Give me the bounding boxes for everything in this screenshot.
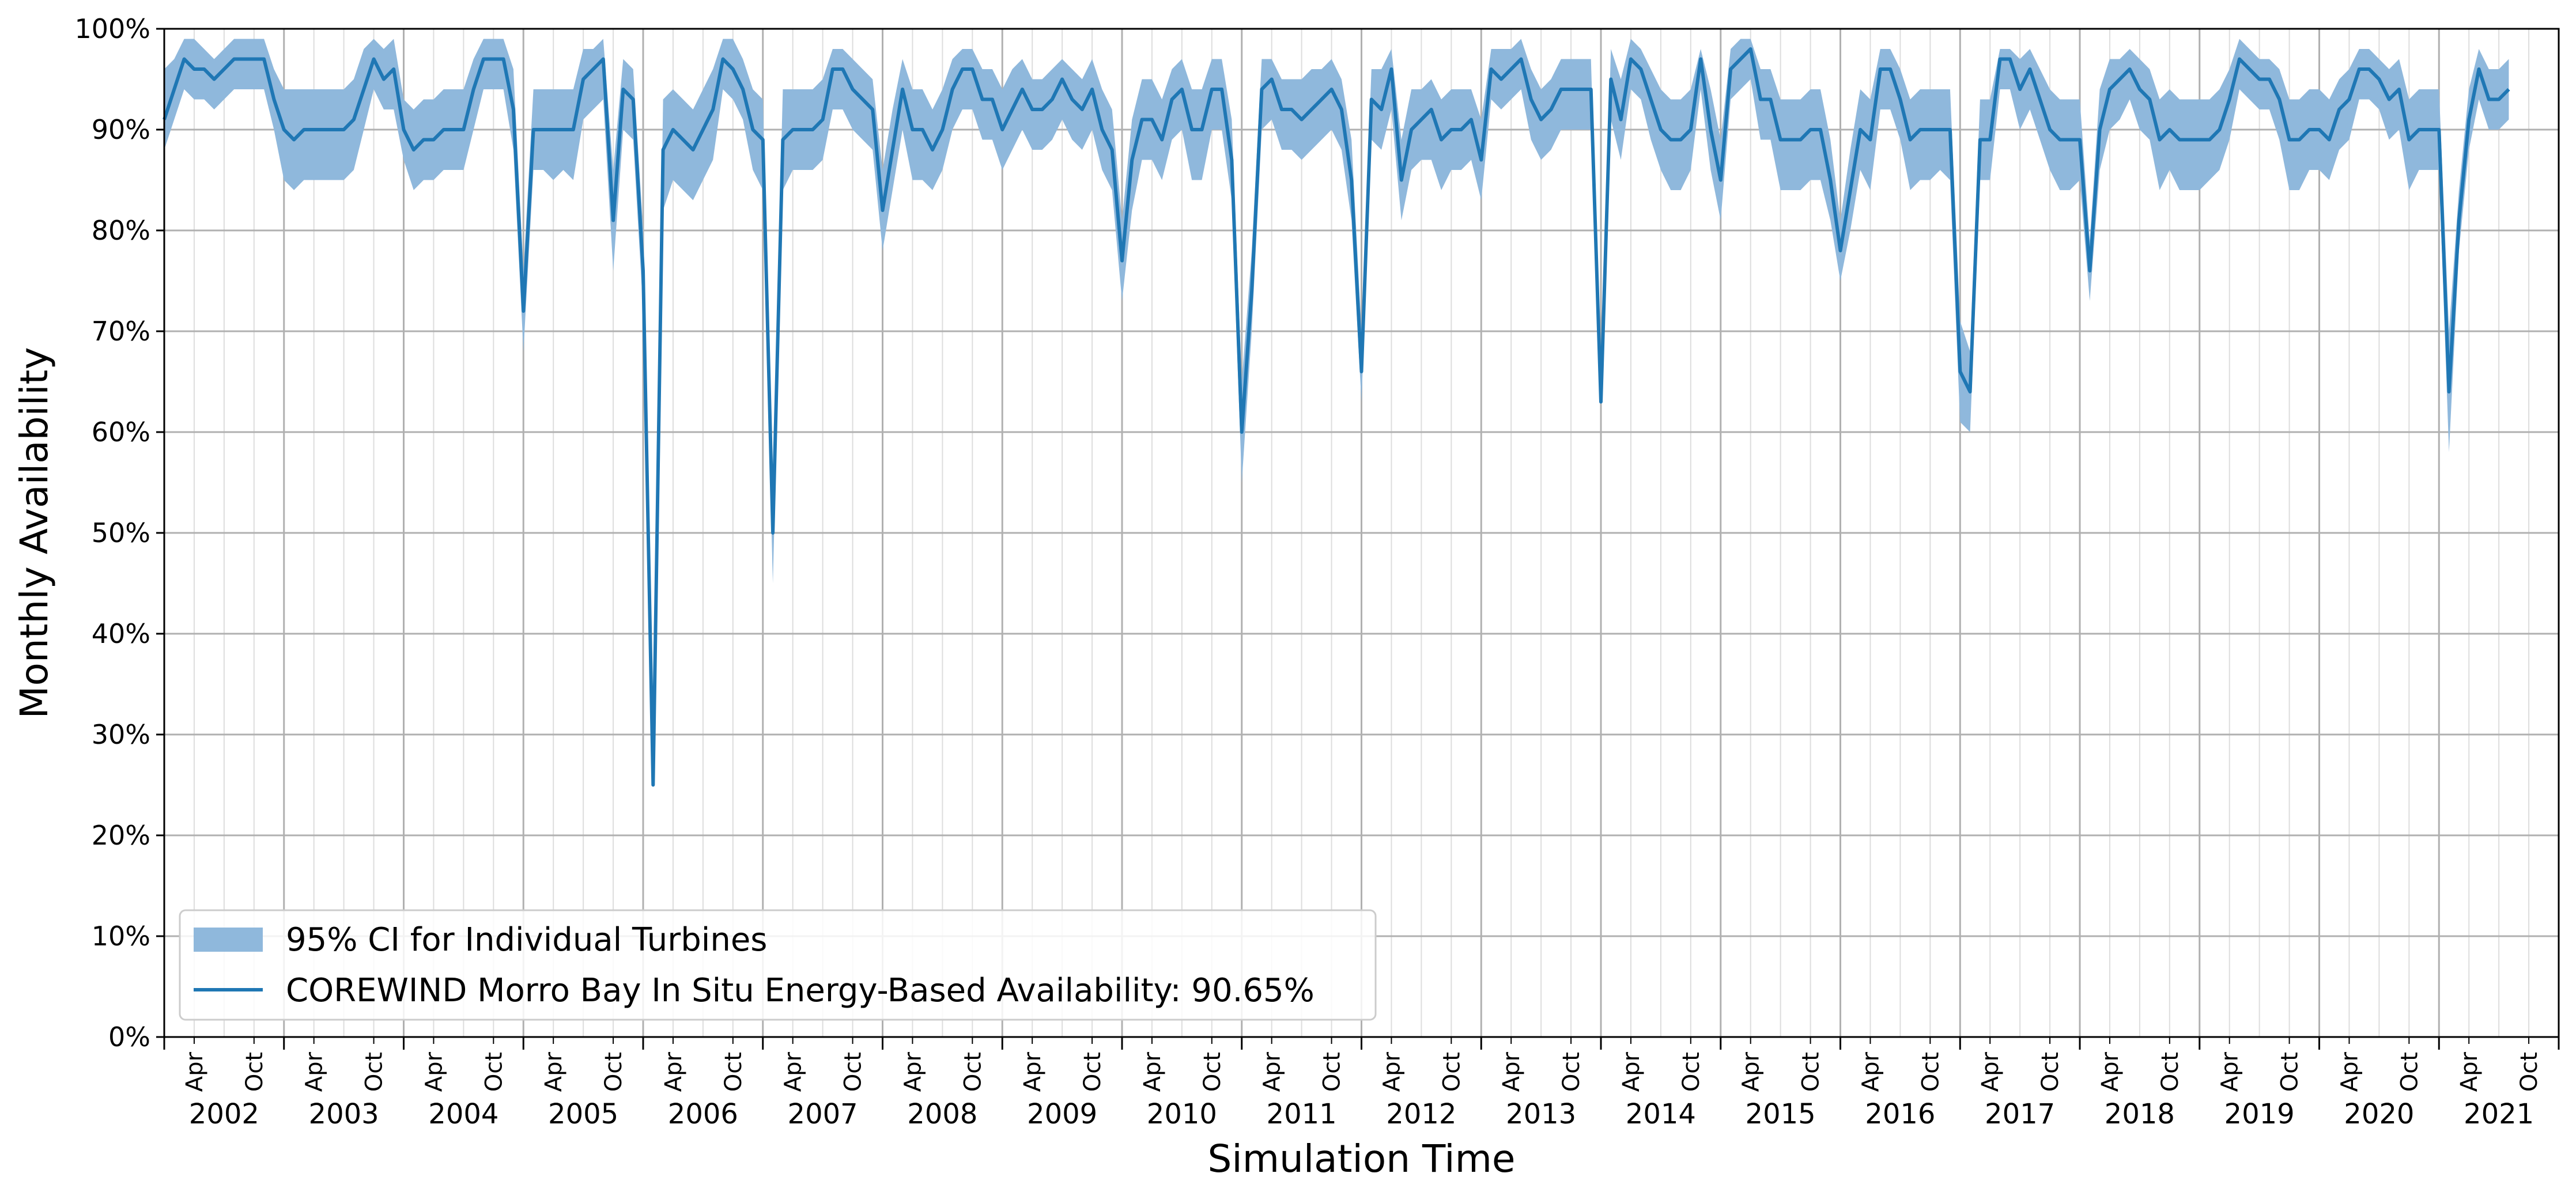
y-tick-label: 30% bbox=[92, 719, 150, 750]
legend-entry-label: 95% CI for Individual Turbines bbox=[286, 921, 767, 959]
x-month-label: Apr bbox=[1378, 1051, 1405, 1092]
y-tick-label: 40% bbox=[92, 618, 150, 649]
x-month-label: Oct bbox=[2277, 1052, 2303, 1092]
x-month-label: Apr bbox=[900, 1051, 926, 1092]
x-month-label: Oct bbox=[1798, 1052, 1825, 1092]
x-month-label: Apr bbox=[660, 1051, 687, 1092]
legend-swatch-band bbox=[194, 928, 263, 952]
x-month-label: Apr bbox=[1498, 1051, 1525, 1092]
x-year-label: 2015 bbox=[1746, 1098, 1816, 1130]
x-month-label: Oct bbox=[720, 1052, 747, 1092]
x-month-label: Oct bbox=[1319, 1052, 1346, 1092]
x-month-label: Oct bbox=[2157, 1052, 2184, 1092]
x-month-label: Apr bbox=[1977, 1051, 2004, 1092]
ci-band bbox=[164, 39, 2509, 785]
x-year-label: 2014 bbox=[1626, 1098, 1696, 1130]
x-year-label: 2013 bbox=[1506, 1098, 1576, 1130]
x-month-label: Oct bbox=[1917, 1052, 1944, 1092]
x-year-label: 2016 bbox=[1865, 1098, 1935, 1130]
x-month-label: Apr bbox=[1618, 1051, 1645, 1092]
legend-entry-label: COREWIND Morro Bay In Situ Energy-Based … bbox=[286, 972, 1315, 1009]
x-year-label: 2004 bbox=[428, 1098, 498, 1130]
x-month-label: Apr bbox=[2217, 1051, 2243, 1092]
x-year-label: 2017 bbox=[1985, 1098, 2055, 1130]
y-tick-label: 80% bbox=[92, 215, 150, 246]
x-year-label: 2009 bbox=[1027, 1098, 1097, 1130]
x-year-label: 2002 bbox=[189, 1098, 259, 1130]
x-year-label: 2021 bbox=[2464, 1098, 2534, 1130]
x-year-label: 2020 bbox=[2344, 1098, 2414, 1130]
x-year-label: 2018 bbox=[2105, 1098, 2175, 1130]
x-month-label: Oct bbox=[1678, 1052, 1705, 1092]
x-axis-label: Simulation Time bbox=[1207, 1137, 1515, 1181]
legend: 95% CI for Individual Turbines COREWIND M… bbox=[179, 909, 1377, 1021]
y-tick-label: 100% bbox=[74, 13, 150, 44]
x-year-label: 2008 bbox=[907, 1098, 977, 1130]
x-month-label: Oct bbox=[1079, 1052, 1106, 1092]
x-year-label: 2006 bbox=[668, 1098, 738, 1130]
x-year-label: 2011 bbox=[1267, 1098, 1337, 1130]
x-month-label: Oct bbox=[1438, 1052, 1465, 1092]
x-month-label: Apr bbox=[2456, 1051, 2483, 1092]
x-month-label: Oct bbox=[481, 1052, 507, 1092]
y-tick-label: 20% bbox=[92, 820, 150, 851]
y-tick-label: 0% bbox=[108, 1021, 150, 1053]
legend-box bbox=[179, 909, 1377, 1021]
x-month-label: Apr bbox=[1139, 1051, 1166, 1092]
x-month-label: Oct bbox=[600, 1052, 627, 1092]
x-month-label: Oct bbox=[960, 1052, 986, 1092]
y-tick-label: 60% bbox=[92, 417, 150, 448]
x-year-label: 2012 bbox=[1386, 1098, 1456, 1130]
x-month-label: Apr bbox=[1019, 1051, 1046, 1092]
y-tick-label: 70% bbox=[92, 316, 150, 347]
x-month-label: Oct bbox=[241, 1052, 268, 1092]
x-month-label: Apr bbox=[301, 1051, 328, 1092]
x-month-label: Apr bbox=[182, 1051, 208, 1092]
y-tick-label: 10% bbox=[92, 921, 150, 952]
y-axis-label: Monthly Availability bbox=[12, 347, 56, 719]
x-month-label: Oct bbox=[2396, 1052, 2423, 1092]
x-month-label: Oct bbox=[1199, 1052, 1226, 1092]
x-month-label: Oct bbox=[840, 1052, 867, 1092]
plot-area bbox=[163, 39, 2510, 787]
x-year-label: 2003 bbox=[309, 1098, 379, 1130]
x-month-label: Apr bbox=[1857, 1051, 1884, 1092]
x-month-label: Apr bbox=[780, 1051, 807, 1092]
x-month-label: Apr bbox=[2097, 1051, 2124, 1092]
x-month-label: Oct bbox=[1558, 1052, 1585, 1092]
x-year-label: 2019 bbox=[2224, 1098, 2295, 1130]
x-month-label: Oct bbox=[2516, 1052, 2543, 1092]
x-month-label: Oct bbox=[2037, 1052, 2064, 1092]
availability-line bbox=[163, 47, 2510, 787]
x-year-label: 2010 bbox=[1147, 1098, 1217, 1130]
x-axis-ticks: Apr Oct 2002 Apr Oct 2003 Apr Oct 2004 Apr Oct 2005… bbox=[163, 1037, 2560, 1130]
y-axis-ticks: 0% 10% 20% 30% 40% 50% 60% 70% 80% 90% 100% bbox=[74, 13, 164, 1053]
x-month-label: Apr bbox=[1259, 1051, 1286, 1092]
x-month-label: Apr bbox=[421, 1051, 447, 1092]
x-month-label: Apr bbox=[2336, 1051, 2363, 1092]
y-tick-label: 50% bbox=[92, 517, 150, 548]
y-tick-label: 90% bbox=[92, 114, 150, 145]
x-month-label: Apr bbox=[541, 1051, 567, 1092]
x-year-label: 2007 bbox=[788, 1098, 858, 1130]
x-month-label: Apr bbox=[1738, 1051, 1765, 1092]
x-year-label: 2005 bbox=[548, 1098, 618, 1130]
x-month-label: Oct bbox=[361, 1052, 388, 1092]
